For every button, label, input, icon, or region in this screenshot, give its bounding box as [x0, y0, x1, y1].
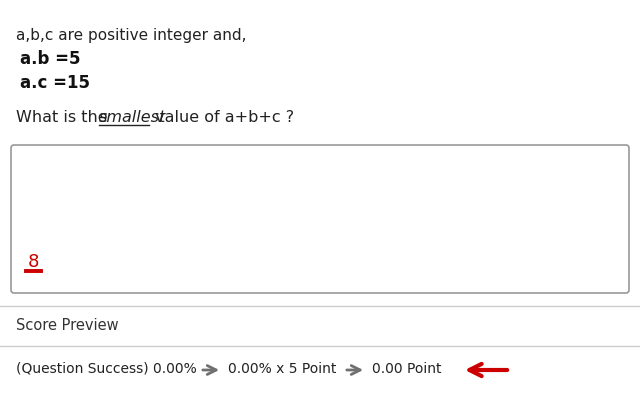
Text: 0.00% x 5 Point: 0.00% x 5 Point [228, 362, 337, 376]
Text: a,b,c are positive integer and,: a,b,c are positive integer and, [16, 28, 246, 43]
Text: a.b =5: a.b =5 [20, 50, 81, 68]
Text: value of a+b+c ?: value of a+b+c ? [150, 110, 294, 125]
Text: (Question Success) 0.00%: (Question Success) 0.00% [16, 362, 196, 376]
Text: smallest: smallest [99, 110, 166, 125]
Text: a.c =15: a.c =15 [20, 74, 90, 92]
FancyBboxPatch shape [11, 145, 629, 293]
Text: 8: 8 [28, 253, 40, 271]
Text: 0.00 Point: 0.00 Point [372, 362, 442, 376]
Text: What is the: What is the [16, 110, 113, 125]
Text: Score Preview: Score Preview [16, 318, 118, 333]
